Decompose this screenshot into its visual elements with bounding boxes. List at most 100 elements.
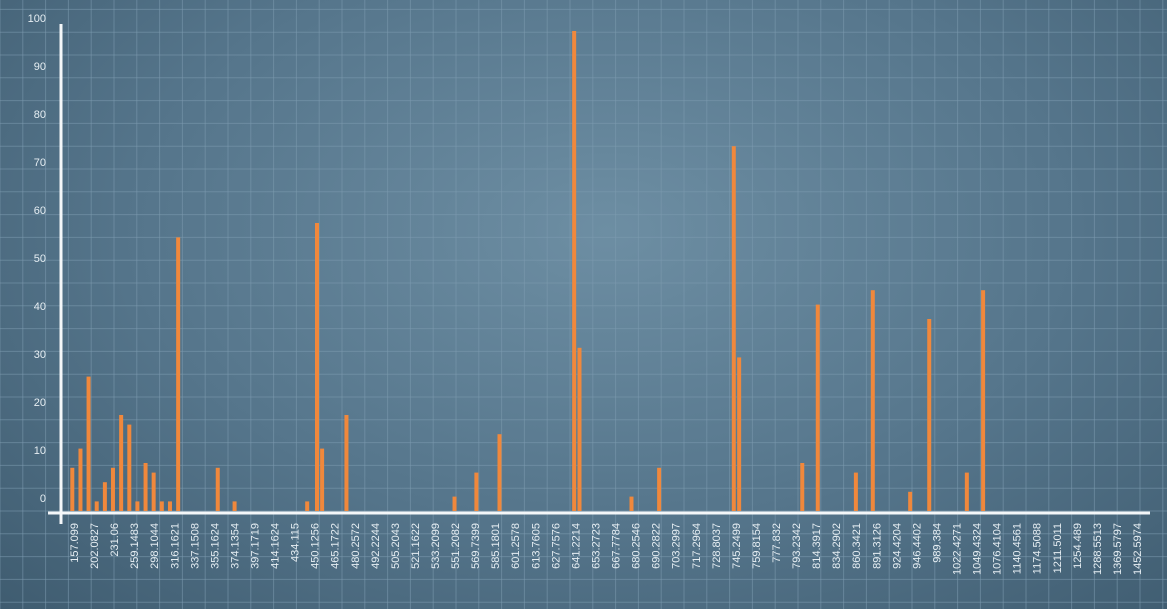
bar — [815, 304, 820, 511]
bar — [497, 434, 502, 511]
bar — [86, 376, 91, 511]
x-tick-label: 569.7399 — [470, 523, 482, 569]
x-tick-label: 653.2723 — [590, 523, 602, 569]
axes — [48, 24, 1150, 524]
bar — [159, 501, 164, 511]
bar — [232, 501, 237, 511]
bar — [176, 237, 181, 511]
x-tick-label: 492.2244 — [370, 523, 382, 569]
x-tick-label: 1076.4104 — [992, 523, 1004, 575]
x-tick-label: 1452.5974 — [1132, 523, 1144, 575]
bar — [908, 491, 913, 511]
bar — [314, 223, 319, 511]
bar — [143, 463, 148, 511]
x-tick-label: 202.0827 — [89, 523, 101, 569]
bar — [870, 290, 875, 511]
x-tick-label: 1174.5088 — [1032, 523, 1044, 574]
x-tick-label: 814.3917 — [811, 523, 823, 569]
x-tick-label: 703.2997 — [671, 523, 683, 569]
bar — [452, 496, 457, 511]
x-tick-label: 745.2499 — [731, 523, 743, 569]
x-tick-label: 728.8037 — [711, 523, 723, 569]
x-tick-labels: 157.099 202.0827 231.06 259.1483 298.1044 316… — [69, 523, 1144, 575]
y-tick-label: 100 — [28, 13, 46, 25]
x-tick-label: 613.7605 — [530, 523, 542, 569]
x-tick-label: 641.2214 — [570, 523, 582, 569]
x-tick-label: 680.2546 — [631, 523, 643, 569]
x-tick-label: 434.115 — [290, 523, 302, 562]
y-tick-label: 80 — [34, 109, 46, 121]
bar — [964, 472, 969, 511]
x-tick-label: 601.2578 — [510, 523, 522, 569]
bar — [167, 501, 172, 511]
x-tick-label: 505.2043 — [390, 523, 402, 569]
y-tick-label: 90 — [34, 61, 46, 73]
bar — [135, 501, 140, 511]
x-tick-label: 834.2902 — [831, 523, 843, 569]
bar — [577, 347, 582, 511]
x-tick-label: 1211.5011 — [1052, 523, 1064, 573]
x-tick-label: 337.1508 — [189, 523, 201, 569]
x-tick-label: 627.7576 — [550, 523, 562, 569]
x-tick-label: 465.1722 — [330, 523, 342, 569]
y-tick-label: 20 — [34, 397, 46, 409]
bar — [474, 472, 479, 511]
bar — [127, 424, 132, 511]
x-tick-label: 759.8154 — [751, 523, 763, 569]
x-tick-label: 860.3421 — [851, 523, 863, 569]
bar — [657, 467, 662, 511]
x-tick-label: 891.3126 — [871, 523, 883, 569]
x-tick-label: 316.1621 — [169, 523, 181, 569]
y-tick-label: 70 — [34, 157, 46, 169]
x-tick-label: 1140.4561 — [1012, 523, 1024, 574]
bar — [215, 467, 220, 511]
x-tick-label: 1288.5513 — [1092, 523, 1104, 575]
x-tick-label: 989.384 — [931, 523, 943, 563]
x-tick-label: 717.2964 — [691, 523, 703, 569]
x-tick-label: 521.1622 — [410, 523, 422, 569]
bar — [344, 415, 349, 511]
bar — [94, 501, 99, 511]
x-tick-label: 397.1719 — [250, 523, 262, 569]
bar — [629, 496, 634, 511]
y-tick-label: 60 — [34, 205, 46, 217]
bar — [737, 357, 742, 511]
x-tick-label: 1369.5797 — [1112, 523, 1124, 575]
x-tick-label: 793.2342 — [791, 523, 803, 569]
x-tick-label: 690.2822 — [651, 523, 663, 569]
bar — [320, 448, 325, 511]
x-tick-label: 355.1624 — [209, 523, 221, 569]
bar — [981, 290, 986, 511]
bar — [927, 319, 932, 511]
x-tick-label: 259.1483 — [129, 523, 141, 569]
x-tick-label: 414.1624 — [270, 523, 282, 569]
bar-series — [70, 31, 986, 511]
x-tick-label: 924.4204 — [891, 523, 903, 569]
x-tick-label: 551.2082 — [450, 523, 462, 569]
bar — [110, 467, 115, 511]
bar — [731, 146, 736, 511]
bar — [151, 472, 156, 511]
x-tick-label: 585.1801 — [490, 523, 502, 569]
x-tick-label: 298.1044 — [149, 523, 161, 569]
bar — [800, 463, 805, 511]
y-tick-label: 50 — [34, 253, 46, 265]
x-tick-label: 374.1354 — [229, 523, 241, 569]
x-tick-label: 450.1256 — [310, 523, 322, 569]
bar — [572, 31, 577, 511]
x-tick-label: 533.2099 — [430, 523, 442, 569]
y-tick-labels: 0 10 20 30 40 50 60 70 80 90 100 — [28, 13, 46, 505]
x-tick-label: 231.06 — [109, 523, 121, 557]
x-tick-label: 1022.4271 — [951, 523, 963, 575]
x-tick-label: 777.832 — [771, 523, 783, 563]
x-tick-label: 1254.489 — [1072, 523, 1084, 569]
bar — [102, 482, 107, 511]
bar — [70, 467, 75, 511]
x-tick-label: 667.7784 — [611, 523, 623, 569]
x-tick-label: 157.099 — [69, 523, 81, 563]
bar — [119, 415, 124, 511]
bar — [305, 501, 310, 511]
x-tick-label: 946.4402 — [911, 523, 923, 569]
